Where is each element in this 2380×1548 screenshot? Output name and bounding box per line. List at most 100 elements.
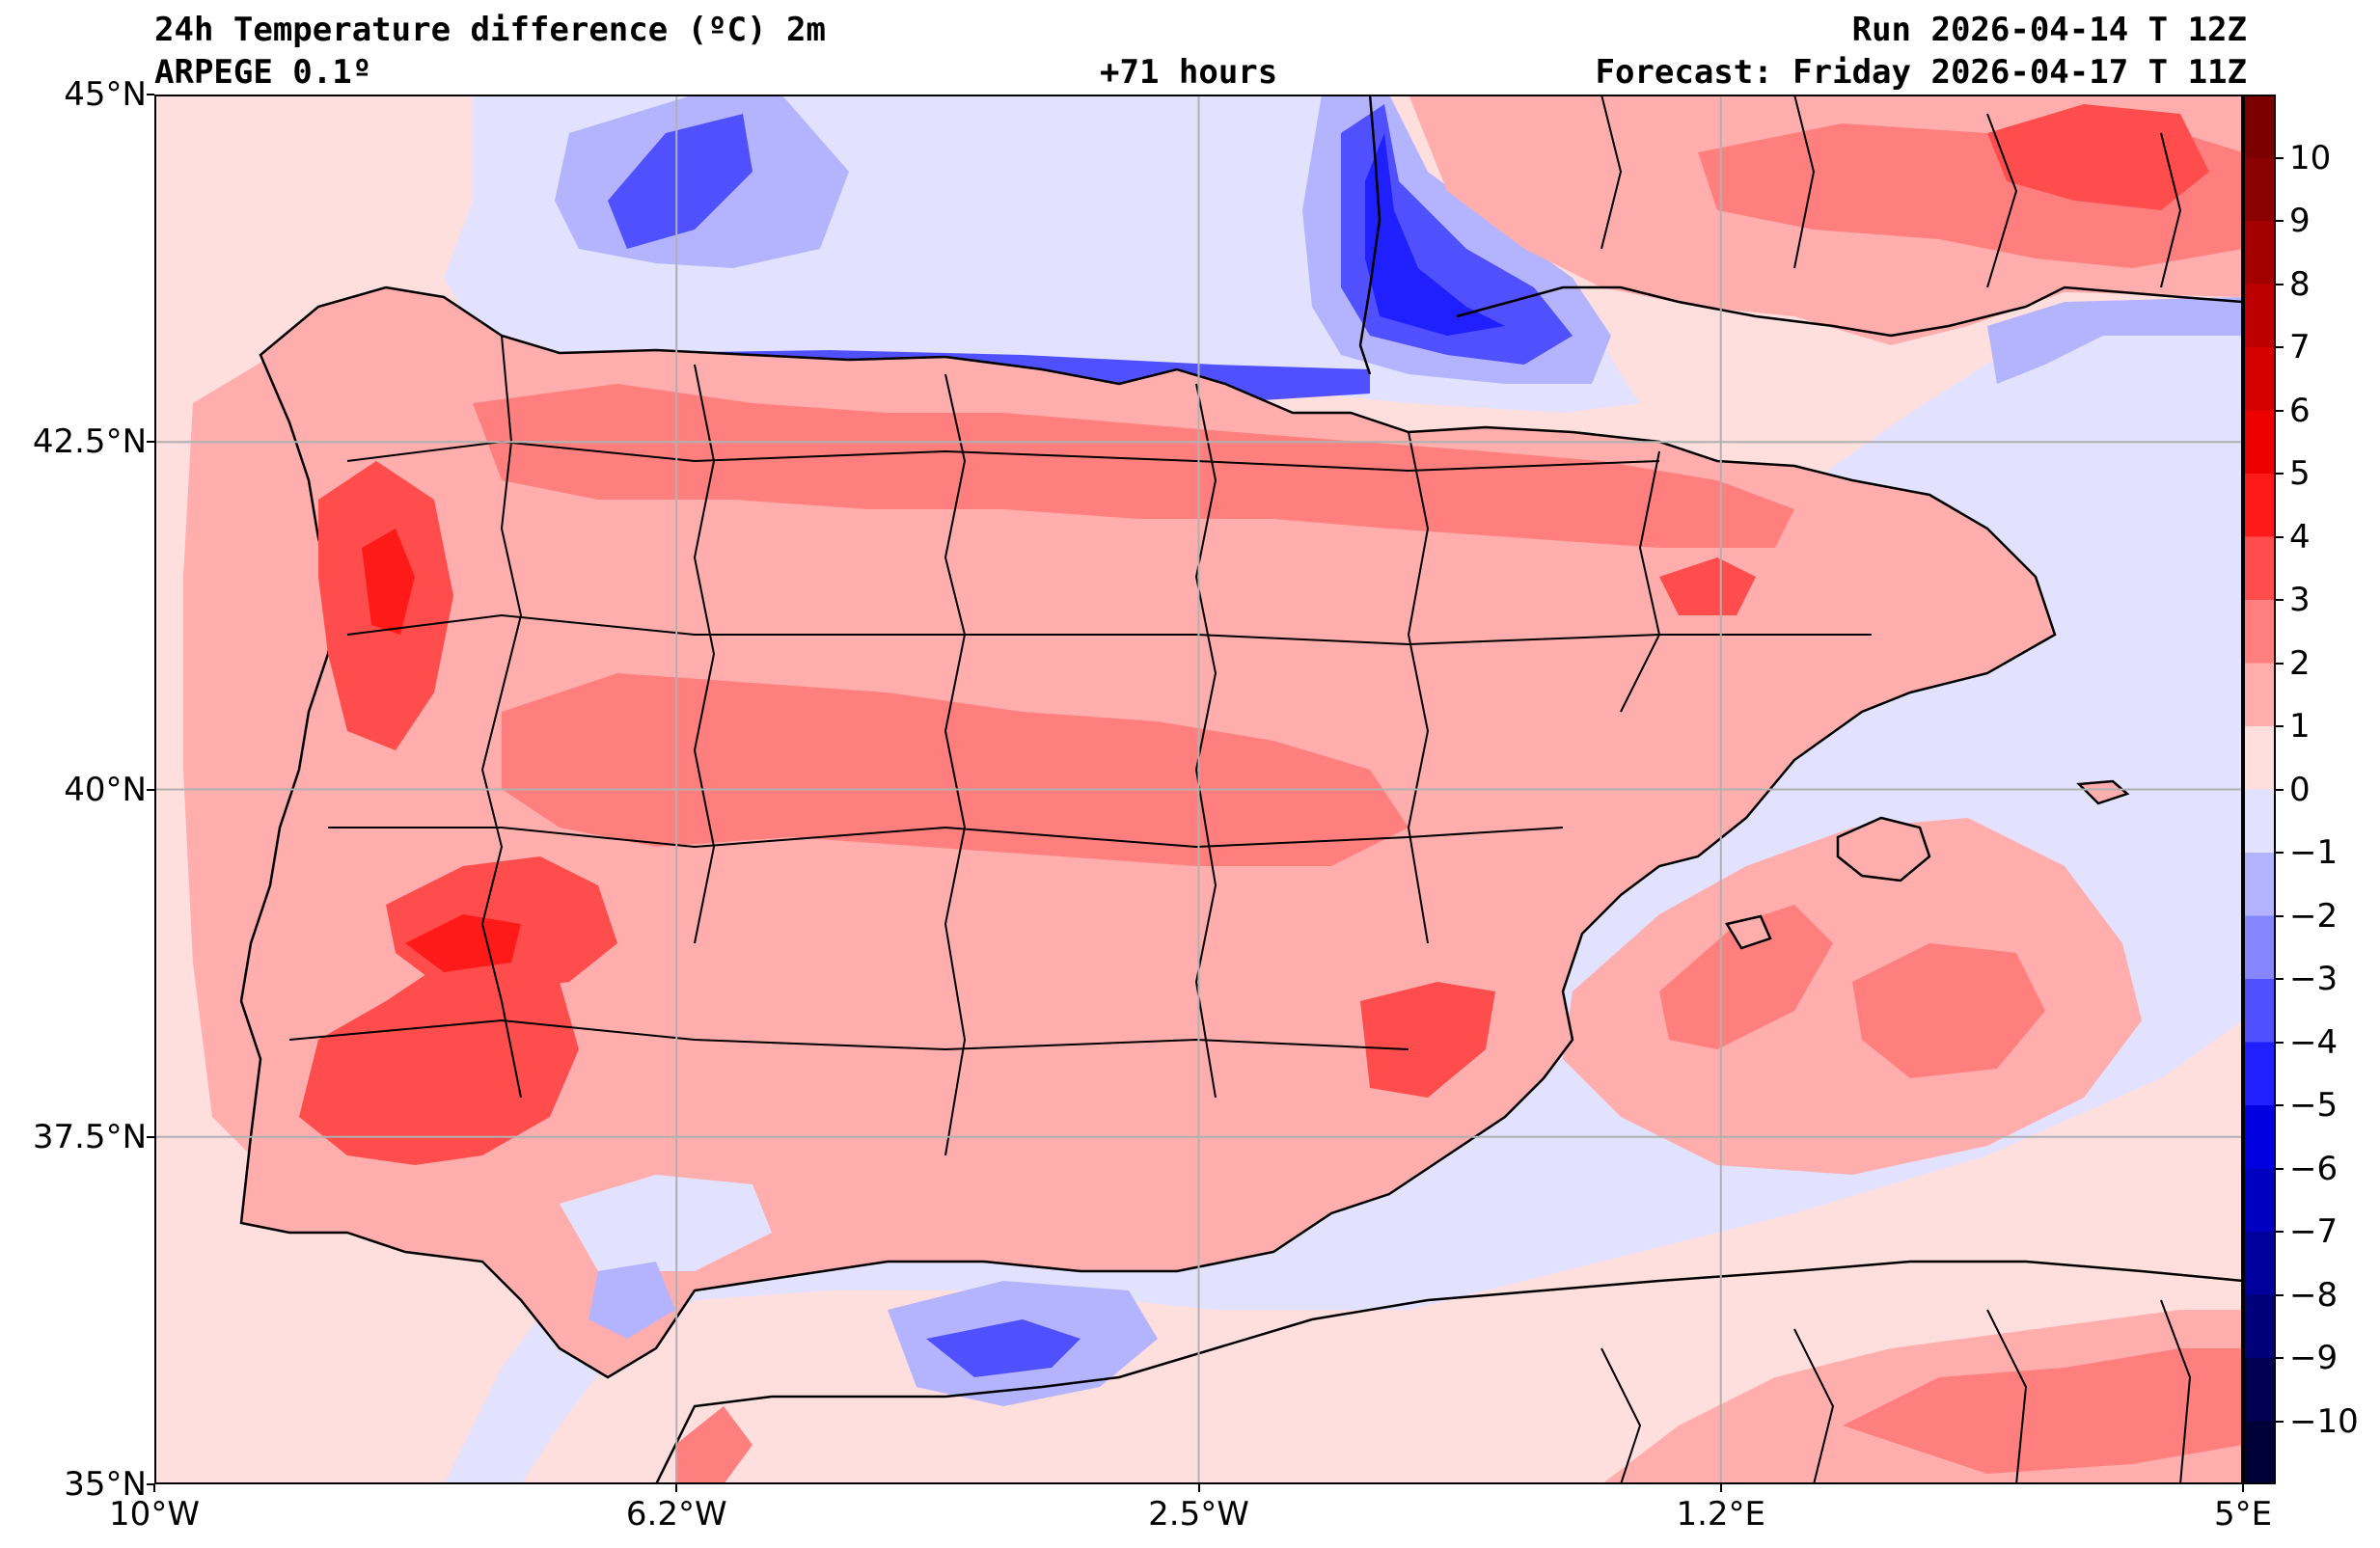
lon-tick-label: 10°W xyxy=(109,1495,200,1534)
map-panel[interactable] xyxy=(154,95,2243,1484)
colorbar-tick-label: −8 xyxy=(2289,1275,2339,1315)
gascony-cool-deep xyxy=(1365,133,1505,336)
colorbar-segment xyxy=(2243,221,2276,285)
colorbar-tick-mark xyxy=(2276,283,2284,285)
menorca-island xyxy=(2076,779,2130,805)
map-title: 24h Temperature difference (ºC) 2m xyxy=(154,11,826,49)
colorbar-segment xyxy=(2243,1105,2276,1170)
lon-tick-mark xyxy=(1197,1484,1200,1492)
colorbar-tick-mark xyxy=(2276,788,2284,791)
biscay-cool-strong xyxy=(608,114,752,249)
forecast-label: Forecast: Friday 2026-04-17 T 11Z xyxy=(1595,53,2247,92)
colorbar-tick-mark xyxy=(2276,1167,2284,1170)
colorbar-segment xyxy=(2243,853,2276,917)
lon-tick-mark xyxy=(1719,1484,1722,1492)
lat-tick-label: 35°N xyxy=(64,1465,147,1504)
med-warm-core-east xyxy=(1852,943,2045,1078)
andalusia-cool-patch xyxy=(560,1175,772,1271)
colorbar-tick-label: 1 xyxy=(2289,707,2311,746)
run-label: Run 2026-04-14 T 12Z xyxy=(1851,11,2247,49)
colorbar-frame xyxy=(2243,95,2276,1484)
colorbar-tick-mark xyxy=(2276,473,2284,475)
colorbar-tick-mark xyxy=(2276,220,2284,222)
colorbar-tick-label: 9 xyxy=(2289,202,2311,240)
colorbar-tick-label: −5 xyxy=(2289,1086,2339,1125)
lon-tick-label: 1.2°E xyxy=(1676,1495,1766,1534)
gibraltar-cool-patch xyxy=(588,1262,675,1339)
colorbar-tick-label: 8 xyxy=(2289,264,2311,304)
france-coastline xyxy=(1358,95,2243,375)
colorbar-tick-mark xyxy=(2276,409,2284,412)
lon-tick-mark xyxy=(675,1484,678,1492)
colorbar-tick-label: −3 xyxy=(2289,960,2339,998)
colorbar-tick-label: −7 xyxy=(2289,1212,2339,1251)
lat-tick-label: 37.5°N xyxy=(32,1117,147,1156)
colorbar-tick-label: 6 xyxy=(2289,391,2311,430)
map-frame xyxy=(154,95,2243,1484)
colorbar-segment xyxy=(2243,95,2276,159)
colorbar-tick-mark xyxy=(2276,535,2284,538)
colorbar-segment xyxy=(2243,1421,2276,1484)
colorbar-tick-label: 2 xyxy=(2289,643,2311,683)
colorbar xyxy=(2243,95,2276,1484)
colorbar-tick-mark xyxy=(2276,725,2284,727)
mallorca-island xyxy=(1836,816,1931,883)
colorbar-tick-label: −10 xyxy=(2289,1401,2359,1441)
colorbar-tick-mark xyxy=(2276,914,2284,917)
graticule xyxy=(154,95,2243,1484)
colorbar-tick-mark xyxy=(2276,1420,2284,1423)
lon-tick-label: 5°E xyxy=(2213,1495,2273,1534)
model-label: ARPEGE 0.1º xyxy=(154,53,372,92)
colorbar-segment xyxy=(2243,536,2276,601)
colorbar-tick-label: −9 xyxy=(2289,1339,2339,1377)
colorbar-tick-mark xyxy=(2276,662,2284,665)
colorbar-tick-mark xyxy=(2276,1104,2284,1106)
colorbar-segment xyxy=(2243,1042,2276,1106)
colorbar-segment xyxy=(2243,1168,2276,1233)
med-warm-area xyxy=(1563,818,2142,1175)
gulf-lion-cool-mid xyxy=(1987,297,2243,384)
iberia-warm-north xyxy=(473,384,1794,548)
iberia-warm-central xyxy=(502,673,1409,866)
lat-tick-label: 45°N xyxy=(64,75,147,114)
colorbar-tick-mark xyxy=(2276,1041,2284,1044)
ibiza-island xyxy=(1725,914,1772,950)
lon-tick-label: 6.2°W xyxy=(625,1495,727,1534)
alps-warm-strong xyxy=(1987,104,2209,210)
guadiana-warm-deep xyxy=(405,914,521,972)
colorbar-tick-mark xyxy=(2276,978,2284,980)
lat-tick-label: 40°N xyxy=(64,770,147,809)
colorbar-tick-label: 10 xyxy=(2289,138,2332,177)
colorbar-tick-mark xyxy=(2276,599,2284,601)
colorbar-segment xyxy=(2243,1232,2276,1296)
colorbar-tick-label: 4 xyxy=(2289,517,2311,557)
colorbar-tick-mark xyxy=(2276,156,2284,159)
colorbar-segment xyxy=(2243,1358,2276,1423)
colorbar-segment xyxy=(2243,915,2276,980)
alboran-cool-strong xyxy=(926,1319,1081,1377)
colorbar-tick-label: −1 xyxy=(2289,833,2339,872)
lat-tick-mark xyxy=(147,1135,154,1138)
colorbar-segment xyxy=(2243,979,2276,1044)
murcia-warm-strong xyxy=(1360,982,1495,1098)
colorbar-segment xyxy=(2243,789,2276,854)
colorbar-segment xyxy=(2243,410,2276,475)
colorbar-tick-label: 5 xyxy=(2289,454,2311,493)
lat-tick-mark xyxy=(147,94,154,95)
colorbar-tick-label: −6 xyxy=(2289,1149,2339,1188)
colorbar-tick-mark xyxy=(2276,1357,2284,1359)
colorbar-segment xyxy=(2243,347,2276,412)
colorbar-tick-mark xyxy=(2276,1293,2284,1296)
med-warm-core xyxy=(1659,905,1833,1049)
portugal-warm-strong-south xyxy=(299,943,579,1165)
colorbar-tick-mark xyxy=(2276,1231,2284,1233)
colorbar-tick-label: −2 xyxy=(2289,896,2339,936)
africa-coastline xyxy=(654,1260,2243,1484)
colorbar-segment xyxy=(2243,600,2276,665)
lat-tick-label: 42.5°N xyxy=(32,422,147,462)
ebro-warm-strong xyxy=(1659,557,1756,615)
morocco-warm-core xyxy=(675,1406,752,1484)
colorbar-segment xyxy=(2243,663,2276,727)
colorbar-tick-label: 3 xyxy=(2289,581,2311,619)
lon-tick-mark xyxy=(2242,1484,2244,1492)
